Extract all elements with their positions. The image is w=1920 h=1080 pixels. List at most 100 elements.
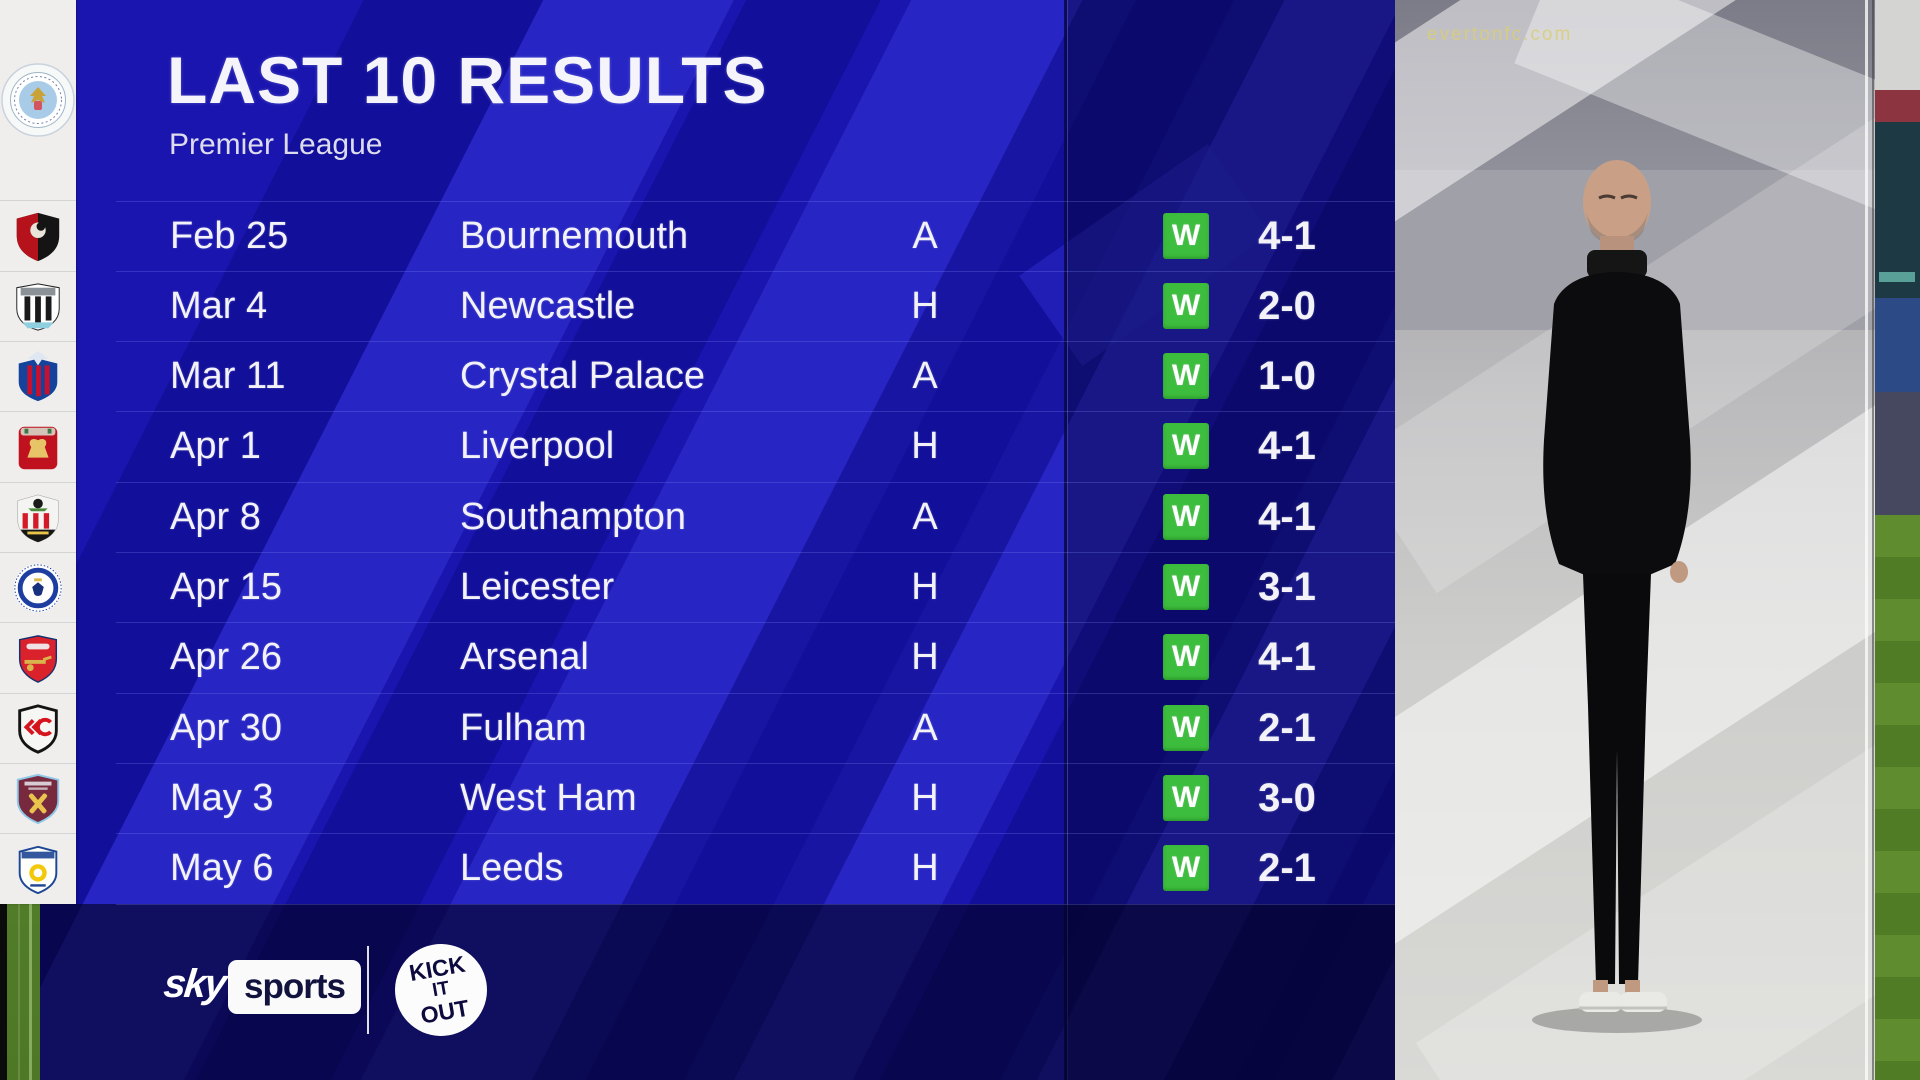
scoreboard	[1875, 122, 1920, 330]
match-score: 4-1	[1258, 635, 1316, 680]
venue-indicator: H	[911, 776, 939, 819]
row-separator-line	[116, 622, 1395, 624]
venue-indicator: A	[912, 495, 938, 538]
opponent-name: Liverpool	[460, 425, 615, 468]
glass-seam	[1872, 0, 1874, 1080]
match-date: May 6	[170, 847, 274, 890]
manager-photo-panel: evertonfc.com	[1395, 0, 1875, 1080]
match-date: Feb 25	[170, 214, 289, 257]
right-video-edge	[1875, 0, 1920, 1080]
venue-indicator: H	[911, 284, 939, 327]
logo-divider	[367, 946, 369, 1034]
row-separator-line	[116, 200, 1395, 202]
result-badge: W	[1163, 282, 1209, 329]
match-date: Apr 26	[170, 636, 282, 679]
opponent-name: West Ham	[460, 776, 637, 819]
table-row: Apr 30 Fulham A W 2-1	[40, 693, 1395, 763]
match-score: 2-0	[1258, 283, 1316, 328]
arsenal-badge	[0, 622, 76, 694]
team-badge-rail	[0, 0, 76, 904]
table-row: Mar 11 Crystal Palace A W 1-0	[40, 341, 1395, 411]
row-separator-line	[116, 833, 1395, 835]
result-badge-wrap: W	[1163, 282, 1209, 329]
opponent-name: Bournemouth	[460, 214, 689, 257]
match-score: 4-1	[1258, 424, 1316, 469]
result-badge-wrap: W	[1163, 845, 1209, 892]
stadium-stand	[1875, 298, 1920, 392]
venue-indicator: A	[912, 355, 938, 398]
table-row: May 3 West Ham H W 3-0	[40, 763, 1395, 833]
result-badge: W	[1163, 212, 1209, 259]
venue-indicator: A	[912, 214, 938, 257]
match-score: 2-1	[1258, 705, 1316, 750]
row-separator-line	[116, 552, 1395, 553]
southampton-badge	[0, 482, 76, 553]
match-score: 1-0	[1258, 354, 1316, 399]
match-date: Mar 4	[170, 284, 268, 327]
venue-indicator: H	[911, 847, 939, 890]
west-ham-badge	[0, 763, 76, 834]
result-badge-wrap: W	[1163, 212, 1209, 259]
table-row: May 6 Leeds H W 2-1	[40, 833, 1395, 903]
column-divider-line	[1064, 0, 1068, 1080]
match-date: May 3	[170, 776, 274, 819]
results-board: LAST 10 RESULTS Premier League Feb 25 Bo…	[40, 0, 1395, 1080]
match-score: 3-0	[1258, 775, 1316, 820]
sports-logo-text: sports	[244, 967, 346, 1006]
match-date: Apr 15	[170, 566, 282, 608]
manchester-city-badge	[0, 0, 76, 200]
match-score: 4-1	[1258, 494, 1316, 539]
stadium-banner	[1875, 90, 1920, 122]
match-score: 2-1	[1258, 846, 1316, 891]
result-badge: W	[1163, 704, 1209, 751]
opponent-name: Leicester	[460, 566, 615, 608]
table-row: Mar 4 Newcastle H W 2-0	[40, 271, 1395, 341]
result-badge-wrap: W	[1163, 423, 1209, 470]
match-date: Apr 8	[170, 495, 261, 538]
stadium-crowd	[1875, 392, 1920, 515]
result-badge-wrap: W	[1163, 353, 1209, 400]
bournemouth-badge	[0, 200, 76, 272]
result-badge: W	[1163, 774, 1209, 821]
match-date: Apr 30	[170, 706, 282, 749]
row-separator-line	[116, 411, 1395, 413]
result-badge: W	[1163, 634, 1209, 681]
sky-sports-logo: sports	[228, 960, 361, 1014]
result-badge: W	[1163, 423, 1209, 470]
page-title: LAST 10 RESULTS	[167, 43, 768, 117]
result-badge: W	[1163, 493, 1209, 540]
opponent-name: Arsenal	[460, 636, 589, 679]
result-badge-wrap: W	[1163, 634, 1209, 681]
opponent-name: Southampton	[460, 495, 687, 538]
result-badge: W	[1163, 564, 1209, 610]
venue-indicator: H	[911, 566, 939, 608]
row-separator-line	[116, 692, 1395, 694]
pep-guardiola-figure	[1532, 160, 1702, 1033]
scoreboard-line	[1879, 272, 1915, 282]
liverpool-badge	[0, 411, 76, 483]
match-score: 3-1	[1258, 565, 1316, 609]
result-badge: W	[1163, 353, 1209, 400]
venue-indicator: H	[911, 425, 939, 468]
crystal-palace-badge	[0, 341, 76, 412]
leicester-badge	[0, 552, 76, 623]
match-date: Apr 1	[170, 425, 261, 468]
table-row: Apr 15 Leicester H W 3-1	[40, 552, 1395, 622]
result-badge-wrap: W	[1163, 493, 1209, 540]
row-separator-line	[116, 903, 1395, 905]
opponent-name: Crystal Palace	[460, 355, 705, 398]
opponent-name: Newcastle	[460, 284, 636, 327]
match-score: 4-1	[1258, 213, 1316, 258]
row-separator-line	[116, 762, 1395, 764]
score-column-shade	[1065, 0, 1395, 1080]
result-badge-wrap: W	[1163, 704, 1209, 751]
table-row: Apr 8 Southampton A W 4-1	[40, 482, 1395, 552]
result-badge-wrap: W	[1163, 564, 1209, 610]
kick-it-out-line: OUT	[418, 994, 471, 1029]
opponent-name: Fulham	[460, 706, 587, 749]
page-subtitle: Premier League	[169, 128, 383, 161]
pitch-stripes	[1875, 515, 1920, 1080]
venue-indicator: A	[912, 706, 938, 749]
row-separator-line	[116, 270, 1395, 272]
